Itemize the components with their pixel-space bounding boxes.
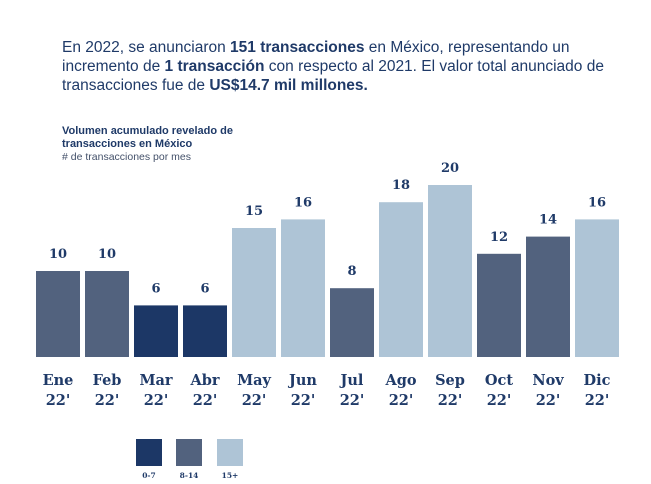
bar (379, 202, 423, 357)
legend-swatch (217, 439, 243, 466)
x-tick-label: 22' (46, 392, 71, 409)
chart-title: Volumen acumulado revelado de transaccio… (62, 125, 233, 151)
data-label: 8 (347, 264, 356, 279)
x-tick-label: Nov (532, 372, 564, 389)
data-label: 15 (245, 204, 263, 219)
chart-title-line: Volumen acumulado revelado de (62, 125, 233, 137)
bar (183, 305, 227, 357)
chart-title-line: transacciones en México (62, 138, 193, 150)
intro-text: En 2022, se anunciaron 151 transacciones… (62, 38, 642, 95)
x-tick-label: Jul (339, 372, 364, 389)
legend-label: 0-7 (142, 471, 156, 480)
x-tick-label: 22' (291, 392, 316, 409)
x-tick-label: 22' (144, 392, 169, 409)
x-tick-label: 22' (438, 392, 463, 409)
data-label: 6 (151, 281, 160, 296)
bar (575, 219, 619, 357)
x-tick-label: May (237, 372, 271, 389)
bar (330, 288, 374, 357)
x-tick-label: Mar (139, 372, 172, 389)
x-tick-label: Dic (584, 372, 611, 389)
bar (477, 253, 521, 357)
x-tick-label: 22' (193, 392, 218, 409)
x-tick-label: 22' (487, 392, 512, 409)
data-label: 16 (294, 195, 312, 210)
bar (526, 236, 570, 357)
bar (232, 228, 276, 357)
intro-highlight: US$14.7 mil millones. (209, 77, 368, 94)
data-label: 10 (49, 247, 67, 262)
x-tick-label: 22' (536, 392, 561, 409)
x-tick-label: Feb (93, 372, 122, 389)
data-label: 20 (441, 161, 459, 176)
data-label: 12 (490, 230, 508, 245)
x-tick-label: Ene (43, 372, 74, 389)
intro-part: en México, representando un incremento d… (62, 39, 570, 75)
bar (85, 271, 129, 357)
data-label: 14 (539, 213, 557, 228)
x-tick-label: Oct (485, 372, 513, 389)
intro-part: con respecto al 2021. El valor total anu… (62, 58, 604, 94)
x-tick-label: Jun (287, 372, 317, 389)
data-label: 18 (392, 178, 410, 193)
legend-swatch (176, 439, 202, 466)
bar (428, 185, 472, 357)
data-label: 10 (98, 247, 116, 262)
chart-subtitle: # de transacciones por mes (62, 151, 191, 163)
data-label: 16 (588, 195, 606, 210)
x-tick-label: 22' (340, 392, 365, 409)
x-tick-label: 22' (95, 392, 120, 409)
x-tick-label: Abr (189, 372, 219, 389)
data-label: 6 (200, 281, 209, 296)
x-tick-label: 22' (389, 392, 414, 409)
bar (36, 271, 80, 357)
legend-swatch (136, 439, 162, 466)
bar (134, 305, 178, 357)
x-tick-label: Ago (384, 372, 416, 389)
x-tick-label: 22' (242, 392, 267, 409)
intro-highlight: 151 transacciones (230, 39, 365, 56)
intro-part: En 2022, se anunciaron (62, 39, 231, 56)
x-tick-label: 22' (585, 392, 610, 409)
intro-highlight: 1 transacción (164, 58, 265, 75)
legend-label: 15+ (222, 471, 239, 480)
x-tick-label: Sep (435, 372, 465, 389)
legend-label: 8-14 (180, 471, 199, 480)
bar (281, 219, 325, 357)
